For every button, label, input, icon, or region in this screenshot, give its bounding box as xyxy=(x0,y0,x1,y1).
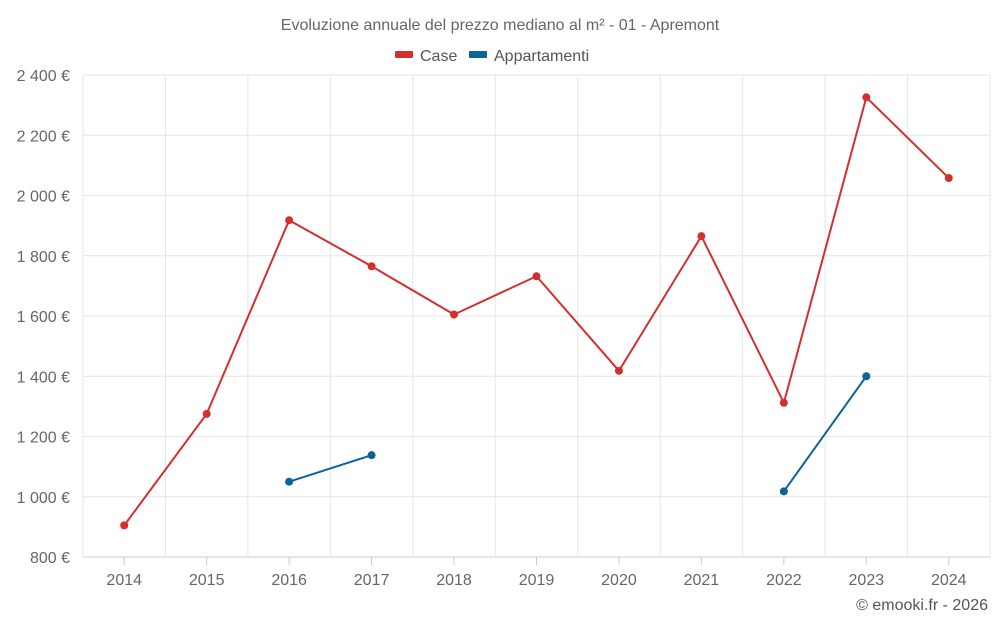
data-point-case[interactable] xyxy=(944,174,953,183)
series-layer xyxy=(120,93,953,530)
legend-item-case[interactable]: Case xyxy=(395,48,457,65)
x-tick-label: 2024 xyxy=(931,572,967,589)
x-tick-label: 2023 xyxy=(849,572,885,589)
legend-swatch-case xyxy=(395,51,413,58)
y-tick-label: 2 200 € xyxy=(17,128,70,145)
legend-label-appartamenti: Appartamenti xyxy=(494,48,589,65)
y-axis-labels: 800 € 1 000 € 1 200 € 1 400 € 1 600 € 1 800 €… xyxy=(17,68,70,567)
series-case xyxy=(120,93,953,530)
legend-label-case: Case xyxy=(420,48,457,65)
y-tick-label: 1 600 € xyxy=(17,309,70,326)
data-point-case[interactable] xyxy=(285,216,294,225)
data-point-case[interactable] xyxy=(120,521,129,530)
x-tick-label: 2014 xyxy=(106,572,142,589)
data-point-appartamenti[interactable] xyxy=(285,477,294,486)
x-tick-label: 2019 xyxy=(519,572,555,589)
legend-swatch-appartamenti xyxy=(469,51,487,58)
data-point-case[interactable] xyxy=(532,272,541,281)
data-point-case[interactable] xyxy=(614,366,623,375)
x-tick-label: 2017 xyxy=(354,572,390,589)
y-tick-label: 1 000 € xyxy=(17,490,70,507)
y-tick-label: 2 400 € xyxy=(17,68,70,85)
credit-text: © emooki.fr - 2026 xyxy=(856,597,988,614)
y-tick-label: 800 € xyxy=(30,550,70,567)
data-point-appartamenti[interactable] xyxy=(862,372,871,381)
x-tick-label: 2022 xyxy=(766,572,802,589)
x-tick-label: 2020 xyxy=(601,572,637,589)
y-tick-label: 2 000 € xyxy=(17,189,70,206)
data-point-case[interactable] xyxy=(779,398,788,407)
data-point-appartamenti[interactable] xyxy=(367,451,376,460)
legend-item-appartamenti[interactable]: Appartamenti xyxy=(469,48,589,65)
data-point-appartamenti[interactable] xyxy=(779,487,788,496)
x-tick-label: 2015 xyxy=(189,572,225,589)
series-appartamenti xyxy=(285,372,871,496)
y-tick-label: 1 400 € xyxy=(17,369,70,386)
y-tick-label: 1 200 € xyxy=(17,430,70,447)
data-point-case[interactable] xyxy=(450,310,459,319)
grid xyxy=(82,74,991,558)
x-tick-label: 2016 xyxy=(271,572,307,589)
data-point-case[interactable] xyxy=(367,262,376,271)
legend[interactable]: Case Appartamenti xyxy=(395,48,589,65)
x-axis-labels: 2014 2015 2016 2017 2018 2019 2020 2021 2022 2023… xyxy=(106,557,967,589)
x-tick-label: 2021 xyxy=(684,572,720,589)
x-tick-label: 2018 xyxy=(436,572,472,589)
data-point-case[interactable] xyxy=(202,409,211,418)
series-line-appartamenti xyxy=(783,375,868,492)
data-point-case[interactable] xyxy=(862,93,871,102)
data-point-case[interactable] xyxy=(697,232,706,241)
y-tick-label: 1 800 € xyxy=(17,249,70,266)
chart-title: Evoluzione annuale del prezzo mediano al… xyxy=(281,17,720,34)
series-line-appartamenti xyxy=(288,454,372,483)
